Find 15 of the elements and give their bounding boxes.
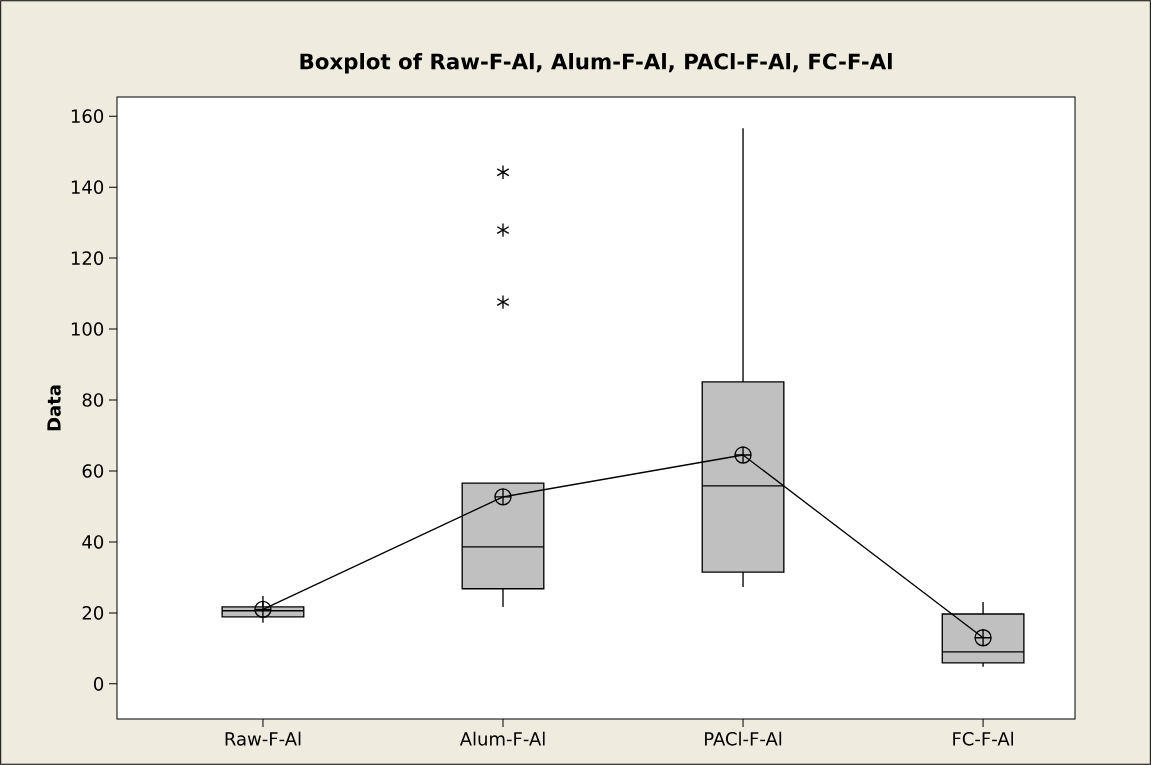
y-tick-label: 20 — [82, 606, 104, 620]
y-axis-title: Data — [47, 385, 61, 431]
y-tick-label: 140 — [71, 180, 104, 194]
y-tick-label: 160 — [71, 109, 104, 123]
y-tick-label: 120 — [71, 251, 104, 265]
y-tick-label: 0 — [94, 677, 104, 691]
x-tick-label: Alum-F-Al — [459, 731, 545, 746]
chart-title: Boxplot of Raw-F-Al, Alum-F-Al, PACl-F-Al, FC-F-Al — [300, 52, 892, 74]
y-tick-label: 60 — [82, 464, 104, 478]
x-tick-label: PACl-F-Al — [705, 731, 782, 746]
y-tick-label: 100 — [71, 322, 104, 336]
y-tick-label: 40 — [82, 535, 104, 549]
y-tick-label: 80 — [82, 393, 104, 407]
x-tick-label: Raw-F-Al — [225, 731, 301, 746]
x-tick-label: FC-F-Al — [953, 731, 1013, 746]
